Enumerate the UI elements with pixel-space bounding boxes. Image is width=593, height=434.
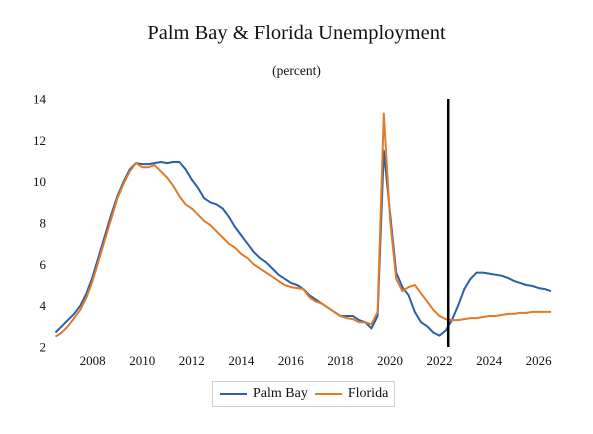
x-tick-label: 2014 [228,353,255,368]
legend: Palm Bay Florida [212,381,395,407]
chart-subtitle: (percent) [272,63,321,78]
x-tick-label: 2026 [526,353,553,368]
x-tick-label: 2018 [327,353,353,368]
y-axis: 2 4 6 8 10 12 14 [33,92,47,355]
y-tick-label: 12 [33,133,46,148]
x-axis: 2008 2010 2012 2014 2016 2018 2020 2022 2024 2026 [80,353,553,368]
series-line-florida [54,112,551,338]
chart-title: Palm Bay & Florida Unemployment [147,22,446,44]
y-tick-label: 8 [40,216,47,231]
legend-swatch-palm-bay [220,393,247,395]
x-tick-label: 2008 [80,353,106,368]
legend-swatch-florida [314,393,342,395]
x-tick-label: 2016 [278,353,305,368]
legend-item-palm-bay: Palm Bay [213,386,308,402]
legend-label-palm-bay: Palm Bay [253,386,308,401]
y-tick-label: 4 [40,298,47,313]
series-layer [54,112,552,338]
x-tick-label: 2024 [476,353,503,368]
y-tick-label: 2 [40,340,47,355]
x-tick-label: 2022 [427,353,453,368]
x-tick-label: 2010 [129,353,155,368]
legend-item-florida: Florida [308,386,388,402]
series-line-palm-bay [54,149,552,337]
y-tick-label: 10 [33,174,46,189]
x-tick-label: 2020 [377,353,403,368]
y-tick-label: 6 [40,257,47,272]
legend-label-florida: Florida [347,386,389,401]
x-tick-label: 2012 [179,353,205,368]
y-tick-label: 14 [33,92,47,107]
